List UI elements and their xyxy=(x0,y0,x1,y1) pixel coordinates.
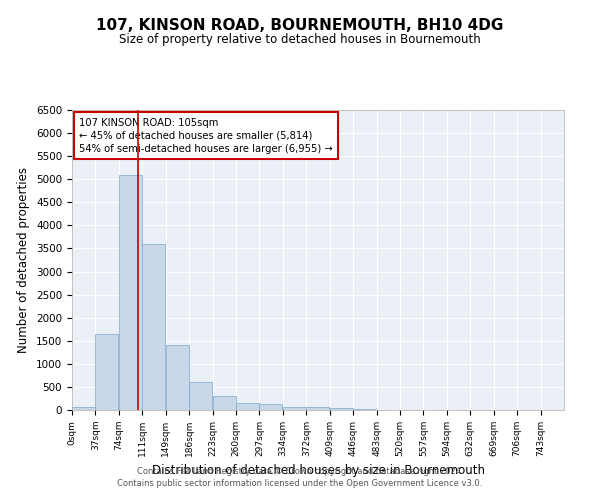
Bar xyxy=(72,407,95,410)
Text: Contains HM Land Registry data © Crown copyright and database right 2024.
Contai: Contains HM Land Registry data © Crown c… xyxy=(118,466,482,487)
Bar xyxy=(283,406,306,410)
Text: 107 KINSON ROAD: 105sqm
← 45% of detached houses are smaller (5,814)
54% of semi: 107 KINSON ROAD: 105sqm ← 45% of detache… xyxy=(79,118,333,154)
Text: 107, KINSON ROAD, BOURNEMOUTH, BH10 4DG: 107, KINSON ROAD, BOURNEMOUTH, BH10 4DG xyxy=(97,18,503,32)
Bar xyxy=(330,408,353,410)
Bar xyxy=(306,408,329,410)
Y-axis label: Number of detached properties: Number of detached properties xyxy=(17,167,31,353)
Bar xyxy=(119,174,142,410)
Bar xyxy=(189,382,212,410)
Bar xyxy=(212,396,236,410)
Text: Size of property relative to detached houses in Bournemouth: Size of property relative to detached ho… xyxy=(119,32,481,46)
Bar xyxy=(142,244,165,410)
X-axis label: Distribution of detached houses by size in Bournemouth: Distribution of detached houses by size … xyxy=(151,464,485,477)
Bar xyxy=(259,404,283,410)
Bar xyxy=(166,346,188,410)
Bar xyxy=(353,408,376,410)
Bar xyxy=(236,403,259,410)
Bar xyxy=(95,334,118,410)
